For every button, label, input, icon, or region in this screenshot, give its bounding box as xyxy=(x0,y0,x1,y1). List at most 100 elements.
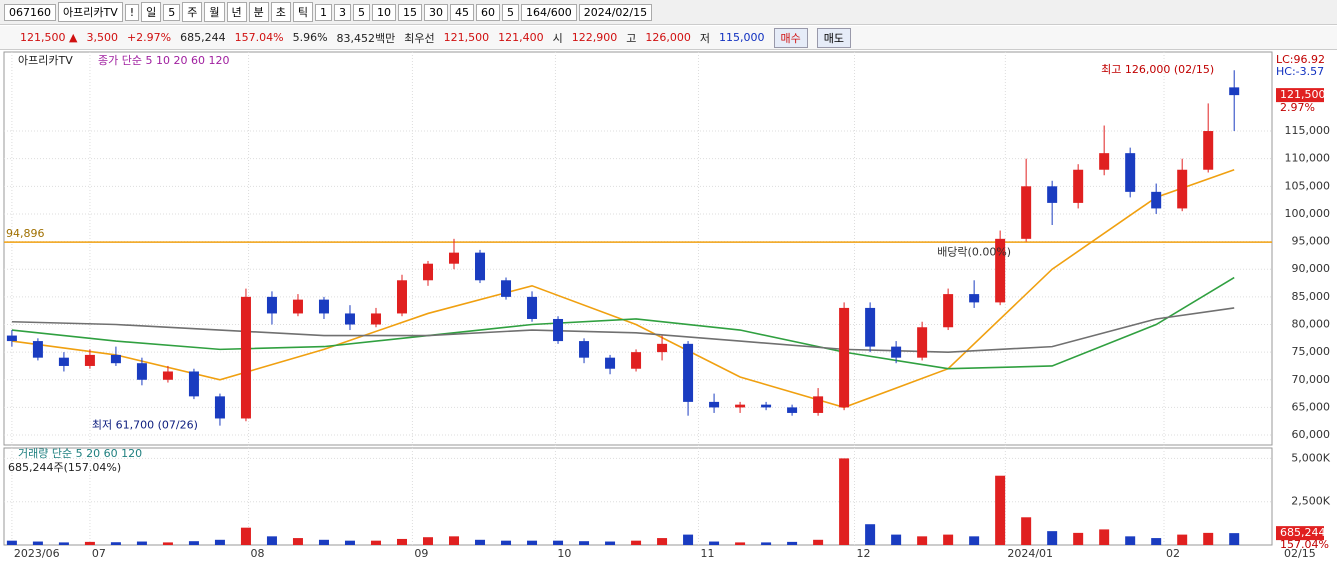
info-value: 고 xyxy=(626,31,637,45)
volume-bar xyxy=(969,536,980,545)
volume-bar xyxy=(683,534,694,545)
order-button[interactable]: 매수 xyxy=(773,27,808,48)
candle-body xyxy=(396,280,407,314)
reference-label: 94,896 xyxy=(6,227,45,240)
info-value: 3,500 xyxy=(86,31,118,44)
volume-bar xyxy=(605,541,616,545)
candle-body xyxy=(110,354,121,364)
toolbar-button[interactable]: 1 xyxy=(315,3,333,21)
toolbar-button[interactable]: 10 xyxy=(372,3,397,21)
candle-body xyxy=(1229,87,1240,96)
toolbar-button[interactable]: 5 xyxy=(163,3,181,21)
candle-body xyxy=(631,352,642,369)
y-tick-label: 80,000 xyxy=(1292,318,1331,331)
y-tick-label: 105,000 xyxy=(1285,179,1331,192)
toolbar-button[interactable]: 일 xyxy=(141,2,162,22)
candle-body xyxy=(787,407,798,413)
toolbar-button[interactable]: 164/600 xyxy=(521,3,577,21)
info-bar: 121,500 ▲ 3,500 +2.97% 685,244 157.04% 5.96% 8… xyxy=(0,26,1337,50)
candle-body xyxy=(292,299,303,314)
info-value: 685,244 xyxy=(180,31,226,44)
candle-body xyxy=(58,357,69,366)
volume-bar xyxy=(631,540,642,545)
toolbar-button[interactable]: 5 xyxy=(502,3,520,21)
info-value: 126,000 xyxy=(645,31,691,44)
toolbar-button[interactable]: 15 xyxy=(398,3,423,21)
last-price-label: 121,500 xyxy=(1280,88,1326,101)
candle-body xyxy=(136,363,147,380)
volume-bar xyxy=(188,541,199,545)
last-volume-box xyxy=(1276,526,1324,541)
candle-body xyxy=(709,401,720,408)
candle-body xyxy=(917,327,928,358)
candle-body xyxy=(1203,131,1214,170)
volume-bar xyxy=(553,540,564,545)
high-note: 최고 126,000 (02/15) xyxy=(1101,63,1214,76)
candle-body xyxy=(162,371,173,380)
candle-body xyxy=(969,294,980,303)
volume-bar xyxy=(657,538,668,545)
indicator-label: HC:-3.57 xyxy=(1276,65,1324,78)
moving-average xyxy=(11,276,1235,370)
toolbar-button[interactable]: 아프리카TV xyxy=(58,2,123,22)
volume-bar xyxy=(891,534,902,545)
candle-body xyxy=(370,313,381,325)
volume-bar xyxy=(761,542,772,545)
toolbar-button[interactable]: 년 xyxy=(226,2,247,22)
volume-bar xyxy=(501,540,512,545)
candle-body xyxy=(266,296,277,314)
candle-body xyxy=(240,296,251,419)
volume-bar xyxy=(344,540,355,545)
volume-bar xyxy=(579,541,590,545)
toolbar-button[interactable]: ! xyxy=(124,3,140,21)
candle-body xyxy=(214,396,225,419)
volume-bar xyxy=(1047,531,1058,545)
toolbar-button[interactable]: 틱 xyxy=(292,2,314,22)
info-value: 121,500 xyxy=(443,31,490,44)
x-tick-label: 2024/01 xyxy=(1007,547,1053,560)
candle-body xyxy=(344,313,355,325)
last-change: 2.97% xyxy=(1280,101,1315,114)
toolbar-button[interactable]: 45 xyxy=(450,3,475,21)
toolbar-button[interactable]: 60 xyxy=(476,3,501,21)
candle-body xyxy=(683,343,694,402)
volume-bar xyxy=(449,536,460,545)
x-tick-label: 02 xyxy=(1166,547,1180,560)
last-volume-change: 157.04% xyxy=(1280,538,1329,551)
toolbar-button[interactable]: 주 xyxy=(182,2,203,22)
toolbar-button[interactable]: 월 xyxy=(204,2,225,22)
volume-bar xyxy=(1203,532,1214,545)
toolbar-button[interactable]: 초 xyxy=(270,2,291,22)
toolbar-button[interactable]: 067160 xyxy=(4,3,56,21)
candle-body xyxy=(318,299,329,314)
dividend-note: 배당락(0.00%) xyxy=(937,245,1011,258)
volume-bar xyxy=(32,541,43,545)
candle-body xyxy=(735,404,746,408)
volume-bar xyxy=(839,458,850,545)
volume-bar xyxy=(423,537,434,545)
toolbar-button[interactable]: 2024/02/15 xyxy=(578,3,653,21)
moving-average xyxy=(11,307,1235,353)
info-value: 최우선 xyxy=(404,31,435,45)
x-tick-label: 10 xyxy=(557,547,571,560)
volume-bar xyxy=(865,524,876,545)
order-button[interactable]: 매도 xyxy=(816,27,852,48)
candle-body xyxy=(527,296,538,319)
candle-body xyxy=(1047,186,1058,203)
toolbar-button[interactable]: 분 xyxy=(248,2,269,22)
toolbar-button[interactable]: 3 xyxy=(334,3,352,21)
low-note: 최저 61,700 (07/26) xyxy=(92,419,198,432)
volume-bar xyxy=(370,540,381,545)
y-tick-label: 2,500K xyxy=(1291,495,1330,508)
toolbar-button[interactable]: 5 xyxy=(353,3,371,21)
volume-bar xyxy=(292,538,303,545)
moving-average xyxy=(11,168,1235,409)
volume-bar xyxy=(1125,536,1136,545)
volume-panel xyxy=(3,447,1273,546)
x-tick-label: 07 xyxy=(92,547,106,560)
toolbar-button[interactable]: 30 xyxy=(424,3,449,21)
y-tick-label: 5,000K xyxy=(1291,451,1330,464)
candle-body xyxy=(995,238,1006,303)
candle-body xyxy=(501,280,512,297)
candle-body xyxy=(475,252,486,281)
